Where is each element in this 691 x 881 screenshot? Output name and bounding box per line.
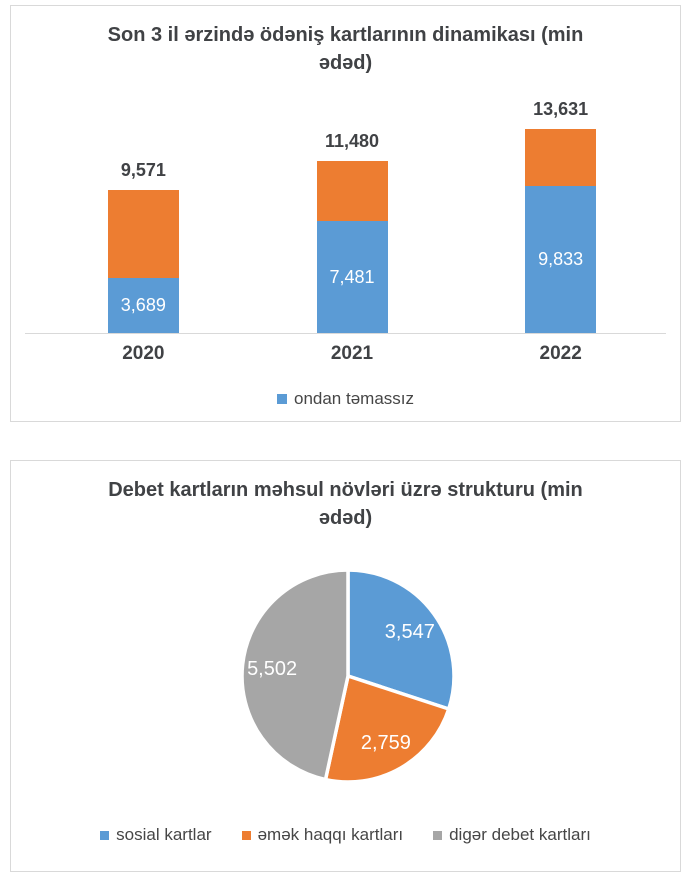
legend-label: sosial kartlar — [116, 825, 212, 844]
pie-chart: 3,547 2,759 5,502 — [240, 568, 456, 784]
legend-item: sosial kartlar — [100, 825, 212, 845]
x-axis-line — [25, 333, 666, 334]
payment-cards-dynamics-panel: Son 3 il ərzində ödəniş kartlarının dina… — [10, 5, 681, 422]
pie-slice — [323, 674, 451, 784]
bar-segment-other — [107, 190, 179, 278]
legend-label: digər debet kartları — [449, 825, 591, 844]
pie-slice-value-label: 3,547 — [385, 621, 435, 643]
legend-swatch — [100, 830, 110, 840]
bar-segment-other — [525, 129, 597, 186]
bar-segment-value-label: 3,689 — [120, 295, 166, 315]
legend-swatch — [241, 830, 251, 840]
bar-total-label: 11,480 — [324, 131, 380, 151]
bar-chart-title: Son 3 il ərzində ödəniş kartlarının dina… — [107, 24, 584, 74]
x-axis-label-2020: 2020 — [122, 343, 165, 364]
pie-chart-title: Debet kartların məhsul növləri üzrə stru… — [108, 479, 583, 529]
bar-total-label: 13,631 — [533, 99, 589, 119]
stacked-bar-2022: 9,833 — [525, 129, 597, 333]
bar-segment-contactless: 3,689 — [107, 278, 179, 333]
legend-item: digər debet kartları — [433, 825, 591, 845]
legend-swatch — [276, 394, 287, 404]
pie-chart-legend: sosial kartlar əmək haqqı kartları digər d… — [11, 825, 680, 845]
bar-plot-area: 9,571 3,689 11,480 7,481 13,631 9,833 — [39, 91, 665, 333]
x-axis-label-2022: 2022 — [539, 343, 582, 364]
debit-cards-structure-panel: Debet kartların məhsul növləri üzrə stru… — [10, 460, 681, 872]
bar-segment-value-label: 9,833 — [538, 249, 584, 269]
bar-total-label: 9,571 — [120, 160, 166, 180]
legend-item: əmək haqqı kartları — [241, 825, 404, 845]
bar-chart-legend: ondan təmassız — [11, 389, 680, 409]
x-axis-label-2021: 2021 — [330, 343, 374, 364]
stacked-bar-2021: 7,481 — [316, 161, 388, 333]
bar-segment-contactless: 9,833 — [525, 186, 597, 333]
bar-segment-other — [316, 161, 388, 221]
bar-group-2020: 9,571 3,689 — [39, 160, 248, 333]
bar-group-2021: 11,480 7,481 — [248, 131, 457, 333]
pie-slice — [346, 568, 456, 711]
bar-group-2022: 13,631 9,833 — [456, 99, 665, 333]
stacked-bar-2020: 3,689 — [107, 190, 179, 333]
legend-swatch — [433, 830, 443, 840]
pie-slice-value-label: 5,502 — [247, 658, 297, 680]
legend-label: əmək haqqı kartları — [257, 825, 404, 844]
x-axis-labels: 2020 2021 2022 — [39, 343, 665, 365]
legend-label: ondan təmassız — [293, 389, 414, 408]
legend-item: ondan təmassız — [276, 389, 414, 409]
bar-segment-value-label: 7,481 — [329, 266, 375, 287]
bar-segment-contactless: 7,481 — [316, 221, 388, 333]
pie-slice — [240, 568, 350, 782]
pie-slice-value-label: 2,759 — [361, 732, 411, 754]
